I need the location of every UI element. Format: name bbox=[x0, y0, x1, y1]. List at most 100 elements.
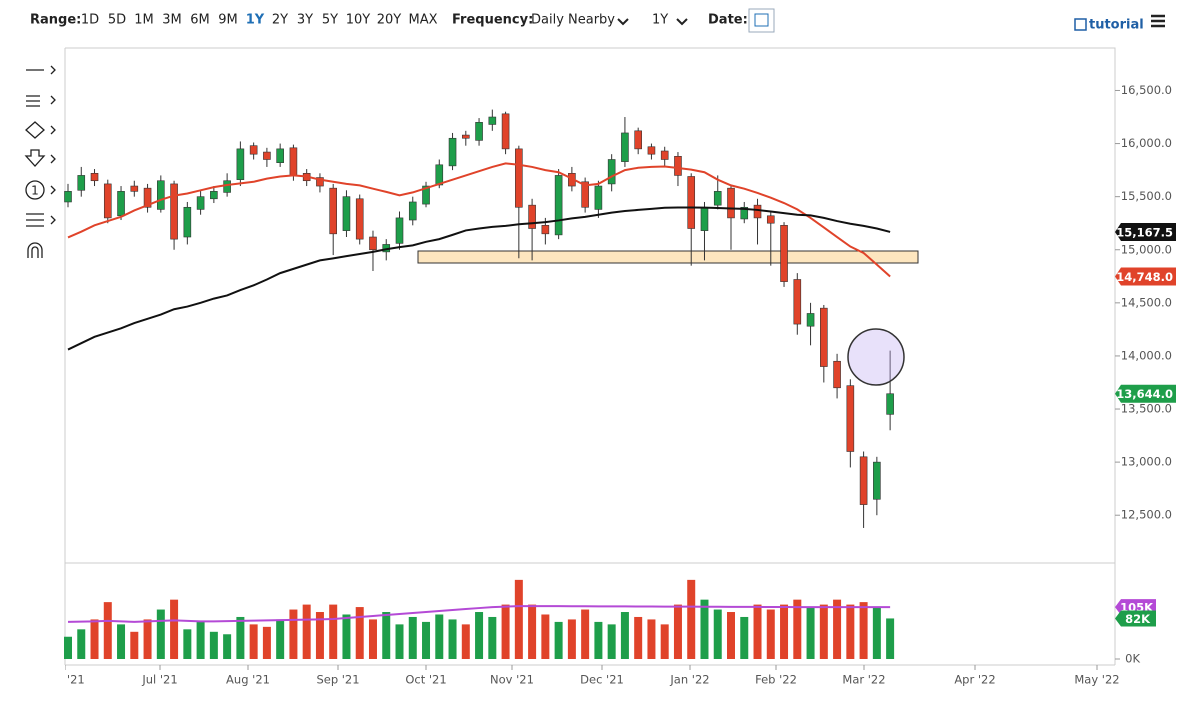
volume-average bbox=[67, 605, 891, 623]
candle-body bbox=[316, 177, 324, 187]
calendar-icon bbox=[754, 13, 769, 27]
volume-bar bbox=[117, 624, 126, 659]
range-label: Range: bbox=[30, 13, 81, 28]
frequency-select[interactable]: Daily Nearby bbox=[531, 13, 615, 28]
range-button[interactable]: 9M bbox=[218, 13, 238, 28]
axis-mask bbox=[0, 665, 65, 705]
candle-body bbox=[369, 236, 377, 251]
volume-bar bbox=[567, 619, 576, 659]
candle-body bbox=[475, 122, 483, 141]
volume-bar bbox=[408, 616, 417, 659]
date-button[interactable] bbox=[748, 8, 775, 33]
candle-body bbox=[289, 147, 298, 176]
volume-bar bbox=[209, 631, 218, 659]
candle-body bbox=[607, 159, 616, 185]
range-button[interactable]: 3M bbox=[162, 13, 182, 28]
candle-body bbox=[448, 137, 457, 167]
volume-bar bbox=[594, 621, 603, 659]
volume-tick-label: 0K bbox=[1125, 652, 1140, 666]
candle-body bbox=[249, 145, 258, 155]
candle-body bbox=[236, 148, 245, 180]
tool-fib[interactable] bbox=[26, 95, 56, 107]
candle-body bbox=[886, 393, 894, 415]
candle-body bbox=[594, 185, 603, 210]
y-tick-label: 15,000.0 bbox=[1121, 242, 1172, 256]
range-button[interactable]: 1M bbox=[134, 13, 154, 28]
volume-bar bbox=[753, 604, 762, 659]
candle-body bbox=[528, 204, 536, 229]
candle-body bbox=[210, 191, 218, 200]
candle-body bbox=[873, 461, 881, 500]
range-button[interactable]: 6M bbox=[190, 13, 210, 28]
candle-body bbox=[674, 156, 682, 176]
tool-count[interactable] bbox=[25, 180, 45, 200]
candle-body bbox=[793, 279, 802, 325]
volume-bar bbox=[488, 616, 497, 659]
volume-bar bbox=[143, 619, 152, 659]
x-tick-label: Oct '21 bbox=[405, 673, 446, 687]
tool-line[interactable] bbox=[26, 65, 56, 75]
candle-body bbox=[130, 185, 139, 192]
candle-body bbox=[435, 164, 444, 186]
volume-bar bbox=[103, 602, 112, 659]
candle-body bbox=[660, 150, 669, 160]
tool-measure[interactable] bbox=[26, 213, 56, 227]
volume-tag-label: 82K bbox=[1125, 612, 1151, 626]
candle-body bbox=[647, 146, 656, 155]
moving-average bbox=[67, 162, 891, 278]
volume-bar bbox=[673, 604, 682, 659]
side-tools bbox=[24, 65, 56, 258]
volume-bar bbox=[620, 612, 629, 659]
x-tick-label: Sep '21 bbox=[316, 673, 359, 687]
candle-body bbox=[103, 183, 112, 219]
range-button[interactable]: 20Y bbox=[377, 13, 402, 28]
y-tick-label: 16,500.0 bbox=[1121, 83, 1172, 97]
volume-bar bbox=[528, 604, 537, 659]
candle-body bbox=[263, 151, 271, 160]
plot: 12,500.0 13,000.0 13,500.0 14,000.0 14,500.0… bbox=[44, 83, 1176, 687]
volume-bar bbox=[448, 619, 457, 659]
candle-body bbox=[461, 134, 470, 139]
period-select[interactable]: 1Y bbox=[652, 13, 668, 28]
support-zone bbox=[417, 250, 919, 264]
range-button[interactable]: MAX bbox=[408, 13, 437, 28]
range-button[interactable]: 2Y bbox=[272, 13, 288, 28]
range-button[interactable]: 10Y bbox=[346, 13, 371, 28]
x-tick-label: Apr '22 bbox=[954, 673, 995, 687]
tool-magnet[interactable] bbox=[27, 242, 43, 258]
candle-body bbox=[820, 307, 828, 367]
price-tag-label: 13,644.0 bbox=[1116, 387, 1173, 401]
x-tick-label: Nov '21 bbox=[490, 673, 534, 687]
volume-bar bbox=[262, 626, 271, 659]
range-button[interactable]: 5Y bbox=[322, 13, 338, 28]
candle-body bbox=[501, 113, 510, 150]
volume-bar bbox=[395, 624, 404, 659]
menu-button[interactable] bbox=[1151, 14, 1165, 28]
price-tag bbox=[1115, 267, 1176, 286]
frequency-label: Frequency: bbox=[452, 13, 533, 28]
volume-bar bbox=[740, 616, 749, 659]
x-tick-label: Dec '21 bbox=[580, 673, 624, 687]
candle-body bbox=[554, 175, 563, 236]
y-tick-label: 14,000.0 bbox=[1121, 348, 1172, 362]
range-button[interactable]: 1Y bbox=[246, 13, 265, 28]
volume-bar bbox=[289, 609, 298, 659]
candle-body bbox=[395, 217, 404, 244]
tool-arrow[interactable] bbox=[24, 149, 56, 167]
candle-body bbox=[170, 183, 178, 240]
tool-shape[interactable] bbox=[25, 121, 56, 139]
candle-body bbox=[183, 206, 192, 238]
range-button[interactable]: 3Y bbox=[297, 13, 313, 28]
volume-bar bbox=[64, 636, 72, 659]
range-button[interactable]: 5D bbox=[108, 13, 126, 28]
volume-bar bbox=[475, 612, 484, 659]
candle-body bbox=[687, 176, 696, 229]
date-label: Date: bbox=[708, 13, 748, 28]
range-button[interactable]: 1D bbox=[81, 13, 99, 28]
volume-bar bbox=[607, 624, 616, 659]
tutorial-link[interactable]: tutorial bbox=[1089, 18, 1144, 33]
candle-body bbox=[196, 196, 205, 210]
candle-body bbox=[90, 172, 99, 182]
